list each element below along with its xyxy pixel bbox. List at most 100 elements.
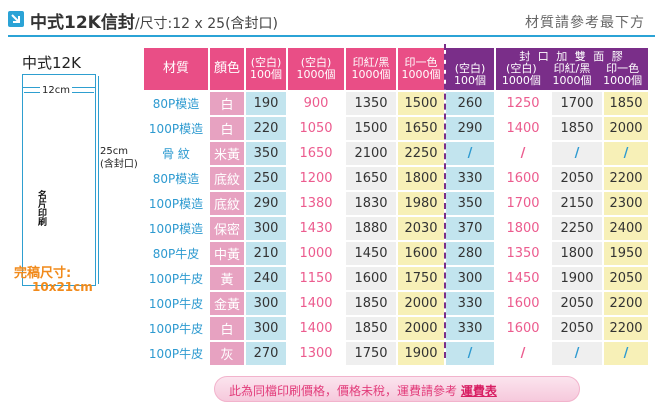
price-cell: 2050 — [552, 317, 602, 340]
color-cell: 白 — [210, 92, 244, 115]
header-seal-print-red-black: 印紅/黑 1000個 — [552, 62, 592, 87]
color-cell: 保密 — [210, 217, 244, 240]
price-cell: / — [446, 142, 494, 165]
price-cell: 2000 — [398, 292, 444, 315]
price-cell: 1850 — [346, 317, 396, 340]
shipping-rate-link[interactable]: 運費表 — [460, 384, 497, 398]
price-cell: 300 — [246, 317, 286, 340]
material-cell: 100P牛皮 — [148, 347, 204, 361]
price-cell: 1500 — [398, 92, 444, 115]
price-cell: 300 — [446, 267, 494, 290]
table-row: 80P模造 底紋 250 1200 1650 1800 330 1600 2050 2200 — [144, 167, 648, 190]
price-cell: 250 — [246, 167, 286, 190]
price-cell: 1650 — [398, 117, 444, 140]
price-cell: 1600 — [398, 242, 444, 265]
table-row: 80P模造白 190 900 1350 1500 260 1250 1700 1850 — [144, 92, 648, 115]
price-cell: / — [604, 142, 648, 165]
price-cell: 1650 — [288, 142, 344, 165]
header-print-one-color: 印一色 1000個 — [398, 48, 444, 90]
envelope-outline — [22, 74, 96, 286]
price-cell: 1700 — [496, 192, 550, 215]
price-cell: / — [496, 342, 550, 365]
price-cell: 2400 — [604, 217, 648, 240]
price-cell: 210 — [246, 242, 286, 265]
price-cell: 260 — [446, 92, 494, 115]
price-cell: 350 — [446, 192, 494, 215]
price-cell: 2050 — [604, 267, 648, 290]
header-blank-1000: (空白) 1000個 — [288, 48, 344, 90]
header-color: 顏色 — [210, 48, 244, 90]
material-cell: 80P模造 — [152, 172, 200, 186]
price-cell: 2050 — [552, 292, 602, 315]
material-cell: 100P牛皮 — [148, 272, 204, 286]
price-cell: 1900 — [552, 267, 602, 290]
price-cell: 1350 — [496, 242, 550, 265]
color-cell: 底紋 — [210, 167, 244, 190]
price-cell: 1980 — [398, 192, 444, 215]
material-cell: 100P模造 — [148, 222, 204, 236]
table-row: 100P模造 保密 300 1430 1880 2030 370 1800 2250 2400 — [144, 217, 648, 240]
table-row: 80P牛皮 中黃 210 1000 1450 1600 280 1350 1800 1950 — [144, 242, 648, 265]
material-cell: 100P模造 — [148, 122, 204, 136]
header-material: 材質 — [144, 48, 208, 90]
price-cell: 1430 — [288, 217, 344, 240]
price-cell: 220 — [246, 117, 286, 140]
price-cell: / — [604, 342, 648, 365]
price-cell: 1950 — [604, 242, 648, 265]
table-row: 100P模造白 220 1050 1500 1650 290 1400 1850 2000 — [144, 117, 648, 140]
price-cell: 2300 — [604, 192, 648, 215]
price-cell: 330 — [446, 167, 494, 190]
color-cell: 灰 — [210, 342, 244, 365]
price-cell: 1450 — [496, 267, 550, 290]
price-cell: 1500 — [346, 117, 396, 140]
price-cell: 1800 — [496, 217, 550, 240]
material-note: 材質請參考最下方 — [525, 15, 645, 31]
price-cell: / — [552, 342, 602, 365]
material-cell: 100P牛皮 — [148, 322, 204, 336]
material-cell: 100P模造 — [148, 197, 204, 211]
price-cell: 1150 — [288, 267, 344, 290]
header-seal-blank-100: (空白) 100個 — [446, 48, 494, 90]
price-cell: 190 — [246, 92, 286, 115]
group-separator — [444, 44, 446, 358]
table-row: 100P牛皮 金黃 300 1400 1850 2000 330 1600 2050 2200 — [144, 292, 648, 315]
color-cell: 白 — [210, 317, 244, 340]
header-seal-print-one-color: 印一色 1000個 — [603, 62, 643, 87]
color-cell: 米黃 — [210, 142, 244, 165]
title-main: 中式12K信封 — [30, 13, 135, 33]
price-cell: 330 — [446, 292, 494, 315]
color-cell: 白 — [210, 117, 244, 140]
price-cell: 1400 — [496, 117, 550, 140]
price-cell: / — [552, 142, 602, 165]
price-cell: 1700 — [552, 92, 602, 115]
arrow-icon — [8, 11, 24, 27]
material-cell: 骨 紋 — [162, 147, 190, 161]
price-cell: 2000 — [398, 317, 444, 340]
price-cell: 1750 — [398, 267, 444, 290]
finish-size-label: 完稿尺寸: — [14, 266, 72, 281]
page-header: 中式12K信封/尺寸:12 x 25(含封口) 材質請參考最下方 — [0, 0, 663, 40]
price-cell: 1850 — [552, 117, 602, 140]
price-cell: 1600 — [496, 292, 550, 315]
page-title: 中式12K信封/尺寸:12 x 25(含封口) — [30, 8, 278, 33]
height-value: 25cm — [100, 146, 128, 157]
header-seal-group: 封 口 加 雙 面 膠 (空白) 1000個 印紅/黑 1000個 印一色 1000個 — [496, 48, 648, 90]
price-cell: 1850 — [346, 292, 396, 315]
price-cell: 240 — [246, 267, 286, 290]
material-cell: 80P牛皮 — [152, 247, 200, 261]
print-stamp: 名片印刷 — [36, 190, 46, 226]
price-cell: 2100 — [346, 142, 396, 165]
shipping-note: 此為同檔印刷價格，價格未稅，運費請參考 運費表 — [214, 376, 580, 402]
color-cell: 黃 — [210, 267, 244, 290]
price-cell: / — [446, 342, 494, 365]
height-label: 25cm (含封口) — [100, 145, 138, 171]
header-blank-100: (空白) 100個 — [246, 48, 286, 90]
price-cell: 2050 — [552, 167, 602, 190]
size-spec: /尺寸:12 x 25(含封口) — [134, 16, 279, 32]
price-cell: 1450 — [346, 242, 396, 265]
price-cell: 1200 — [288, 167, 344, 190]
price-cell: 1380 — [288, 192, 344, 215]
price-cell: 2150 — [552, 192, 602, 215]
price-cell: 1600 — [496, 167, 550, 190]
table-row: 100P模造 底紋 290 1380 1830 1980 350 1700 2150 2300 — [144, 192, 648, 215]
